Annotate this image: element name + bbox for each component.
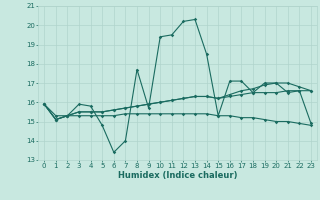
X-axis label: Humidex (Indice chaleur): Humidex (Indice chaleur) <box>118 171 237 180</box>
